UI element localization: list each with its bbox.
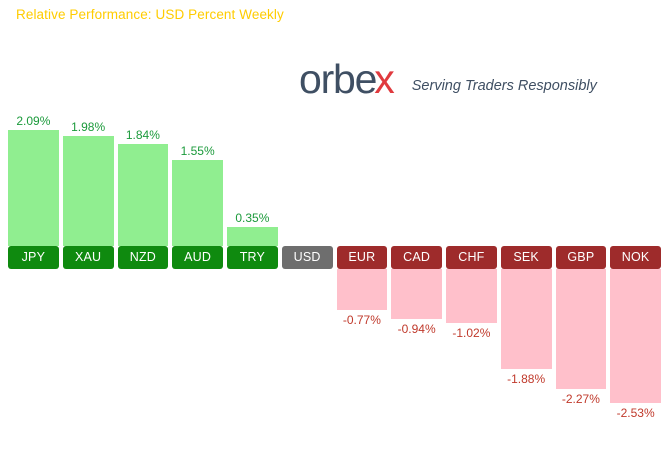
value-label-cad: -0.94% — [397, 321, 436, 336]
bar-jpy[interactable] — [8, 130, 59, 246]
bar-nzd[interactable] — [117, 143, 169, 246]
bar-xau[interactable] — [62, 136, 114, 246]
value-label-eur: -0.77% — [342, 312, 381, 327]
bar-column-try[interactable]: 0.35% TRY — [227, 0, 278, 451]
value-label-chf: -1.02% — [452, 326, 491, 341]
bar-gbp[interactable] — [555, 269, 607, 390]
brand-accent-x: x — [374, 55, 394, 102]
value-label-jpy: 2.09% — [16, 114, 51, 128]
category-label-usd[interactable]: USD — [281, 246, 333, 269]
bar-column-cad[interactable]: -0.94% CAD — [391, 0, 442, 451]
bar-column-chf[interactable]: -1.02% CHF — [446, 0, 497, 451]
value-label-gbp: -2.27% — [561, 392, 600, 407]
category-label-jpy[interactable]: JPY — [8, 246, 59, 269]
value-label-nok: -2.53% — [616, 406, 655, 421]
bar-cad[interactable] — [391, 269, 442, 319]
value-label-try: 0.35% — [235, 210, 270, 225]
category-label-chf[interactable]: CHF — [446, 246, 497, 269]
value-label-nzd: 1.84% — [125, 127, 160, 142]
category-label-try[interactable]: TRY — [227, 246, 278, 269]
category-label-eur[interactable]: EUR — [336, 246, 388, 269]
bar-column-sek[interactable]: -1.88% SEK — [500, 0, 552, 451]
bar-nok[interactable] — [610, 269, 661, 404]
bar-column-nzd[interactable]: 1.84% NZD — [117, 0, 169, 451]
bar-column-xau[interactable]: 1.98% XAU — [62, 0, 114, 451]
bar-column-jpy[interactable]: 2.09% JPY — [8, 0, 59, 451]
bar-column-eur[interactable]: -0.77% EUR — [336, 0, 388, 451]
category-label-xau[interactable]: XAU — [62, 246, 114, 269]
category-label-aud[interactable]: AUD — [172, 246, 223, 269]
category-label-sek[interactable]: SEK — [500, 246, 552, 269]
bar-column-aud[interactable]: 1.55% AUD — [172, 0, 223, 451]
bar-try[interactable] — [227, 226, 278, 246]
bar-column-gbp[interactable]: -2.27% GBP — [555, 0, 607, 451]
value-label-aud: 1.55% — [180, 143, 215, 158]
category-label-nzd[interactable]: NZD — [117, 246, 169, 269]
brand-tagline: Serving Traders Responsibly — [411, 78, 597, 94]
category-label-nok[interactable]: NOK — [610, 246, 661, 269]
value-label-sek: -1.88% — [507, 371, 546, 386]
orbex-logo: orbe x Serving Traders Responsibly — [299, 55, 597, 102]
bar-aud[interactable] — [172, 159, 223, 246]
bar-sek[interactable] — [500, 269, 552, 369]
brand-wordmark: orbe — [299, 55, 377, 102]
page-title: Relative Performance: USD Percent Weekly — [16, 7, 284, 22]
bar-eur[interactable] — [336, 269, 388, 310]
category-label-gbp[interactable]: GBP — [555, 246, 607, 269]
bar-chf[interactable] — [446, 269, 497, 324]
value-label-xau: 1.98% — [71, 120, 106, 135]
bar-column-nok[interactable]: -2.53% NOK — [610, 0, 661, 451]
category-label-cad[interactable]: CAD — [391, 246, 442, 269]
bar-column-usd[interactable]: USD — [281, 0, 333, 451]
